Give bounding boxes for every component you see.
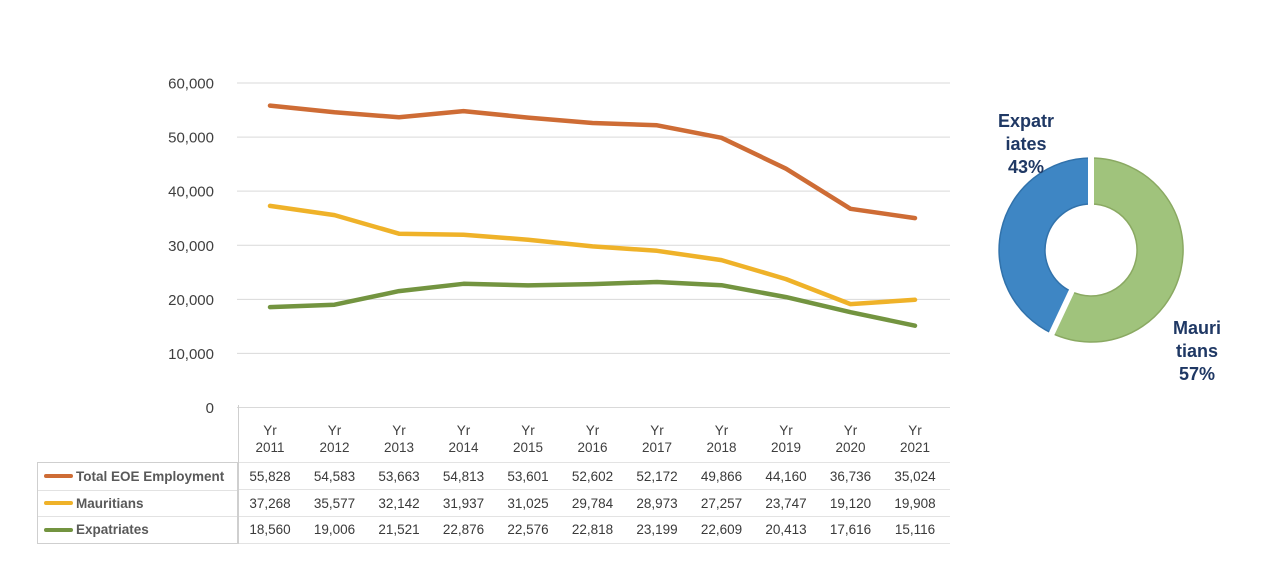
table-header-year: Yr 2020 (835, 422, 866, 455)
table-cell-mauritians: 28,973 (636, 495, 678, 511)
legend-line-swatch (44, 474, 73, 479)
table-cell-total-eoe-employment: 54,813 (442, 468, 485, 484)
table-cell-mauritians: 19,908 (894, 495, 936, 511)
table-cell-expatriates: 15,116 (894, 521, 936, 537)
y-axis-tick-label: 0 (206, 400, 214, 417)
y-axis-tick-label: 40,000 (168, 184, 214, 201)
table-cell-expatriates: 17,616 (829, 521, 872, 537)
table-header-year: Yr 2012 (319, 422, 350, 455)
table-cell-mauritians: 32,142 (378, 495, 420, 511)
legend-item-expatriates: Expatriates (38, 516, 237, 543)
table-cell-expatriates: 20,413 (765, 521, 807, 537)
table-cell-mauritians: 31,025 (507, 495, 549, 511)
table-header-year: Yr 2014 (448, 422, 479, 455)
table-cell-mauritians: 23,747 (765, 495, 807, 511)
table-cell-total-eoe-employment: 52,172 (636, 468, 678, 484)
y-axis-tick-label: 10,000 (168, 346, 214, 363)
table-grid-line (238, 543, 950, 544)
table-header-year: Yr 2016 (577, 422, 608, 455)
table-cell-expatriates: 22,876 (442, 521, 485, 537)
legend-item-total-eoe-employment: Total EOE Employment (38, 463, 237, 490)
table-cell-total-eoe-employment: 54,583 (313, 468, 356, 484)
table-cell-total-eoe-employment: 55,828 (249, 468, 291, 484)
series-line-expatriates (267, 279, 918, 328)
donut-slice-gap (1046, 285, 1077, 340)
table-cell-expatriates: 18,560 (249, 521, 291, 537)
legend-item-mauritians: Mauritians (38, 489, 237, 517)
table-cell-expatriates: 22,576 (507, 521, 549, 537)
table-cell-expatriates: 22,609 (700, 521, 743, 537)
legend-label: Mauritians (76, 495, 144, 511)
y-axis-tick-label: 60,000 (168, 76, 214, 93)
table-header-year: Yr 2019 (770, 422, 802, 455)
chart-legend: Total EOE Employment Mauritians Expatria… (37, 462, 238, 544)
table-cell-mauritians: 35,577 (313, 495, 356, 511)
table-axis-line (238, 405, 239, 544)
table-cell-expatriates: 22,818 (571, 521, 614, 537)
y-axis-tick-label: 50,000 (168, 130, 214, 147)
donut-label-line: iates (1005, 134, 1047, 154)
table-cell-total-eoe-employment: 35,024 (894, 468, 936, 484)
table-cell-mauritians: 29,784 (571, 495, 614, 511)
table-cell-expatriates: 19,006 (313, 521, 356, 537)
table-cell-mauritians: 27,257 (700, 495, 743, 511)
table-header-year: Yr 2013 (383, 422, 415, 455)
table-cell-mauritians: 37,268 (249, 495, 291, 511)
table-cell-total-eoe-employment: 44,160 (765, 468, 807, 484)
y-axis-tick-label: 30,000 (168, 238, 214, 255)
donut-label-line: Expatr (997, 111, 1055, 131)
donut-label-expatriates: Expatr iates 43% (982, 110, 1070, 179)
table-cell-total-eoe-employment: 52,602 (571, 468, 614, 484)
table-header-year: Yr 2015 (512, 422, 544, 455)
table-header-year: Yr 2017 (641, 422, 673, 455)
table-cell-mauritians: 31,937 (442, 495, 485, 511)
donut-label-line: 57% (1178, 364, 1216, 384)
donut-slice-mauritians (1051, 157, 1184, 343)
legend-line-swatch (44, 527, 73, 532)
table-cell-total-eoe-employment: 36,736 (829, 468, 872, 484)
table-cell-total-eoe-employment: 49,866 (700, 468, 743, 484)
donut-label-mauritians: Mauri tians 57% (1153, 317, 1241, 386)
table-cell-total-eoe-employment: 53,663 (378, 468, 420, 484)
table-header-year: Yr 2018 (706, 422, 737, 455)
legend-label: Total EOE Employment (76, 468, 225, 484)
donut-label-line: 43% (1007, 157, 1045, 177)
series-line-mauritians (267, 203, 918, 307)
legend-line-swatch (44, 501, 73, 506)
y-axis-tick-label: 20,000 (168, 292, 214, 309)
donut-label-line: tians (1175, 341, 1218, 361)
series-line-total-eoe-employment (267, 103, 918, 221)
table-grid-line (238, 516, 950, 517)
table-grid-line (238, 462, 950, 463)
table-header-year: Yr 2021 (899, 422, 931, 455)
table-cell-total-eoe-employment: 53,601 (507, 468, 549, 484)
table-cell-expatriates: 23,199 (636, 521, 678, 537)
table-grid-line (238, 489, 950, 490)
table-cell-expatriates: 21,521 (378, 521, 420, 537)
legend-label: Expatriates (76, 522, 149, 538)
donut-label-line: Mauri (1172, 318, 1221, 338)
table-cell-mauritians: 19,120 (829, 495, 872, 511)
table-header-year: Yr 2011 (255, 422, 285, 455)
donut-slice-expatriates (998, 157, 1092, 334)
